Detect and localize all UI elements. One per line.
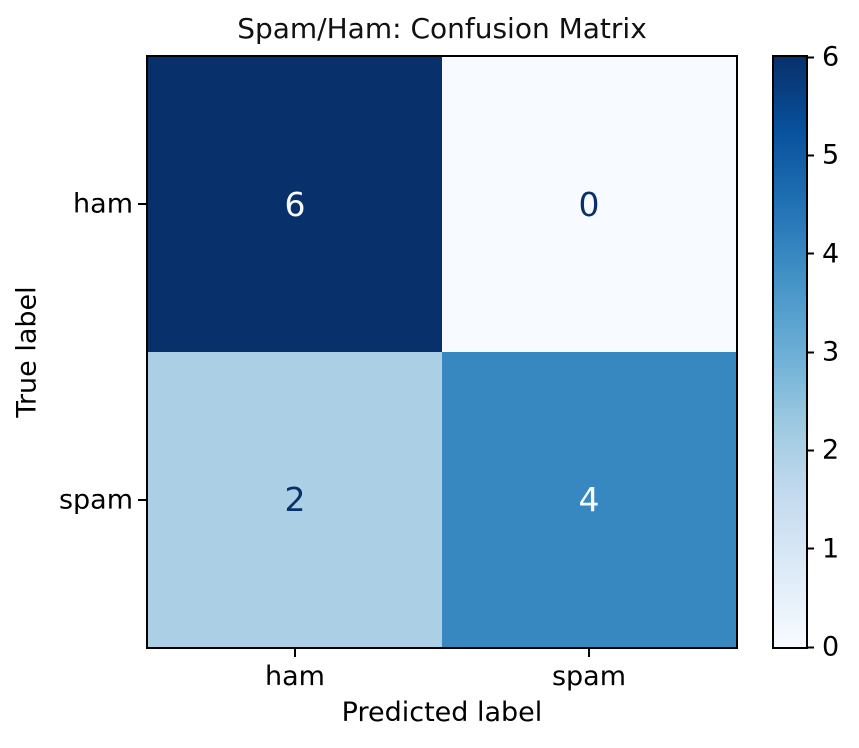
matrix-cell: 0 [442, 57, 736, 352]
colorbar-tick: 4 [806, 240, 839, 267]
chart-title: Spam/Ham: Confusion Matrix [237, 12, 647, 45]
matrix-cell: 4 [442, 352, 736, 647]
x-tick-label-ham: ham [265, 661, 325, 692]
colorbar: 0 1 2 3 4 5 6 [772, 44, 839, 661]
cell-value: 0 [578, 185, 600, 224]
colorbar-tick-mark [806, 154, 814, 157]
colorbar-tick-label: 3 [822, 336, 840, 368]
colorbar-tick-label: 4 [822, 238, 840, 270]
colorbar-tick-label: 0 [822, 631, 840, 663]
colorbar-tick: 3 [806, 339, 839, 366]
colorbar-tick-mark [806, 646, 814, 648]
x-tick-label-spam: spam [551, 661, 627, 692]
colorbar-tick: 5 [806, 142, 839, 169]
heatmap-matrix: 6 0 2 4 [146, 55, 738, 649]
colorbar-tick: 1 [806, 535, 839, 562]
colorbar-tick: 6 [806, 44, 839, 71]
matrix-cell: 2 [148, 352, 442, 647]
x-tick-mark [294, 649, 296, 657]
matrix-cell: 6 [148, 57, 442, 352]
cell-value: 6 [284, 185, 306, 224]
x-tick-mark [588, 649, 590, 657]
y-axis-label: True label [11, 286, 43, 418]
colorbar-tick-mark [806, 449, 814, 452]
colorbar-tick-label: 6 [822, 41, 840, 73]
x-axis-label: Predicted label [341, 697, 543, 728]
colorbar-tick: 0 [806, 634, 839, 661]
colorbar-tick-label: 5 [822, 139, 840, 171]
y-tick-mark [138, 499, 146, 501]
y-tick-label-ham: ham [73, 188, 133, 220]
colorbar-tick-mark [806, 252, 814, 255]
y-tick-mark [138, 203, 146, 205]
cell-value: 2 [284, 480, 306, 519]
colorbar-tick-label: 2 [822, 434, 840, 466]
colorbar-gradient [774, 57, 806, 647]
cell-value: 4 [578, 480, 600, 519]
colorbar-tick-label: 1 [822, 533, 840, 565]
colorbar-tick-mark [806, 351, 814, 353]
colorbar-tick-mark [806, 56, 814, 58]
colorbar-tick-mark [806, 547, 814, 550]
y-tick-label-spam: spam [58, 484, 133, 516]
colorbar-tick: 2 [806, 437, 839, 464]
